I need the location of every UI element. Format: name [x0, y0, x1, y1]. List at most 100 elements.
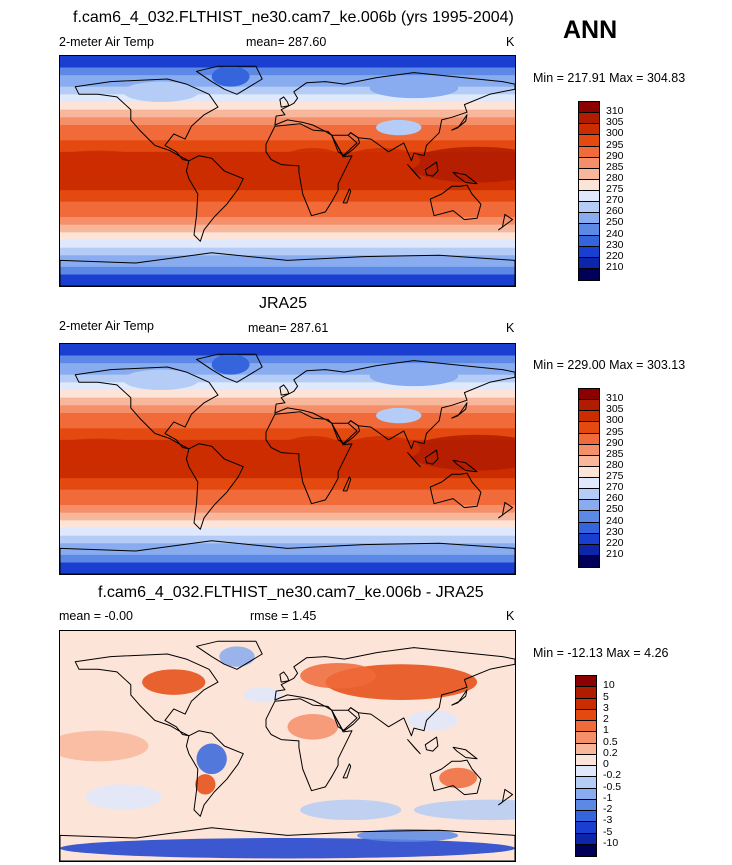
- field-band: [60, 459, 515, 464]
- colorbar-swatch: [579, 533, 599, 545]
- field-blob: [195, 774, 216, 795]
- colorbar-swatch: [579, 268, 599, 280]
- panel2-map: [59, 343, 516, 575]
- coastline-antarctica: [60, 540, 515, 574]
- field-band: [60, 466, 515, 472]
- field-band: [60, 551, 515, 556]
- field-band: [60, 148, 515, 153]
- colorbar-tick-label: 0.2: [603, 746, 618, 759]
- coastline-greenland: [196, 353, 263, 383]
- field-blob: [281, 148, 345, 174]
- colorbar-tick-label: 0: [603, 758, 609, 770]
- field-band: [60, 516, 515, 521]
- field-band: [60, 56, 515, 61]
- coastline-uk: [279, 96, 290, 108]
- colorbar-swatch: [576, 754, 596, 766]
- colorbar-swatch: [579, 246, 599, 258]
- field-band: [60, 75, 515, 80]
- field-band: [60, 59, 515, 65]
- colorbar-swatch: [576, 777, 596, 789]
- field-band: [60, 474, 515, 479]
- field-band: [60, 243, 515, 249]
- coastline-greenland: [196, 640, 263, 670]
- field-band: [60, 363, 515, 368]
- colorbar-tick-label: 2: [603, 713, 609, 725]
- coastline-newguinea: [452, 746, 478, 760]
- colorbar-swatch: [579, 500, 599, 512]
- field-band: [60, 228, 515, 233]
- field-band: [60, 416, 515, 422]
- colorbar-swatch: [579, 411, 599, 423]
- coastline-japan: [451, 402, 468, 419]
- field-band: [60, 171, 515, 176]
- colorbar-tick-label: 310: [606, 105, 624, 118]
- coastline-europe_asia: [274, 360, 515, 450]
- field-band: [60, 86, 515, 92]
- field-band: [60, 424, 515, 429]
- field-band: [60, 367, 515, 372]
- field-band: [60, 382, 515, 387]
- field-band: [60, 489, 515, 495]
- field-blob: [60, 438, 149, 459]
- colorbar-swatch: [579, 466, 599, 478]
- field-blob: [413, 799, 515, 821]
- coastline-africa: [265, 411, 353, 505]
- colorbar-swatch: [579, 455, 599, 467]
- field-blob: [369, 365, 459, 387]
- panel3-title: f.cam6_4_032.FLTHIST_ne30.cam7_ke.006b -…: [98, 584, 484, 601]
- colorbar-swatch: [579, 433, 599, 445]
- coastline-newguinea: [452, 171, 478, 185]
- field-band: [60, 251, 515, 256]
- colorbar-tick-label: -5: [603, 825, 613, 838]
- field-band: [60, 493, 515, 498]
- field-band: [60, 282, 515, 286]
- colorbar-swatch: [579, 489, 599, 501]
- field-blob: [123, 81, 200, 102]
- field-band: [60, 531, 515, 537]
- field-band: [60, 240, 515, 245]
- colorbar-tick-label: 250: [606, 503, 624, 516]
- field-band: [60, 71, 515, 76]
- panel1-variable-label: 2-meter Air Temp: [59, 35, 154, 49]
- field-band: [60, 79, 515, 84]
- field-band: [60, 224, 515, 230]
- field-band: [60, 236, 515, 241]
- colorbar-tick-label: 1: [603, 724, 609, 737]
- coastline-europe_asia: [274, 647, 515, 737]
- field-band: [60, 255, 515, 260]
- field-band: [60, 217, 515, 222]
- coastline-borneo: [424, 736, 439, 752]
- field-blob: [281, 436, 345, 462]
- coastline-madagascar: [342, 476, 352, 492]
- panel2-colorbar-labels: 310 305 300 295 290 285 280 275 270 260 250 240 230 2…: [606, 388, 646, 566]
- colorbar-tick-label: 230: [606, 525, 624, 538]
- colorbar-tick-label: 210: [606, 260, 624, 273]
- field-band: [60, 470, 515, 475]
- field-band: [60, 374, 515, 380]
- colorbar-swatch: [576, 743, 596, 755]
- field-band: [60, 347, 515, 353]
- coastline-australia: [429, 472, 482, 509]
- coastline-uk: [279, 671, 290, 683]
- field-band: [60, 351, 515, 357]
- colorbar-swatch: [576, 799, 596, 811]
- panel1-minmax-label: Min = 217.91 Max = 304.83: [533, 71, 686, 85]
- colorbar-swatch: [576, 687, 596, 699]
- field-band: [60, 390, 515, 395]
- field-band: [60, 174, 515, 180]
- field-blob: [369, 77, 459, 99]
- coastline-arabia: [331, 707, 360, 732]
- field-band: [60, 535, 515, 541]
- field-band: [60, 462, 515, 468]
- colorbar-swatch: [579, 202, 599, 214]
- field-band: [60, 478, 515, 483]
- colorbar-swatch: [579, 544, 599, 556]
- field-band: [60, 209, 515, 214]
- field-band: [60, 94, 515, 99]
- field-blob: [375, 407, 422, 424]
- panel1-mean-label: mean= 287.60: [246, 35, 327, 49]
- panel2-variable-label: 2-meter Air Temp: [59, 319, 154, 333]
- coastline-africa: [265, 123, 353, 217]
- colorbar-swatch: [579, 168, 599, 180]
- field-band: [60, 508, 515, 514]
